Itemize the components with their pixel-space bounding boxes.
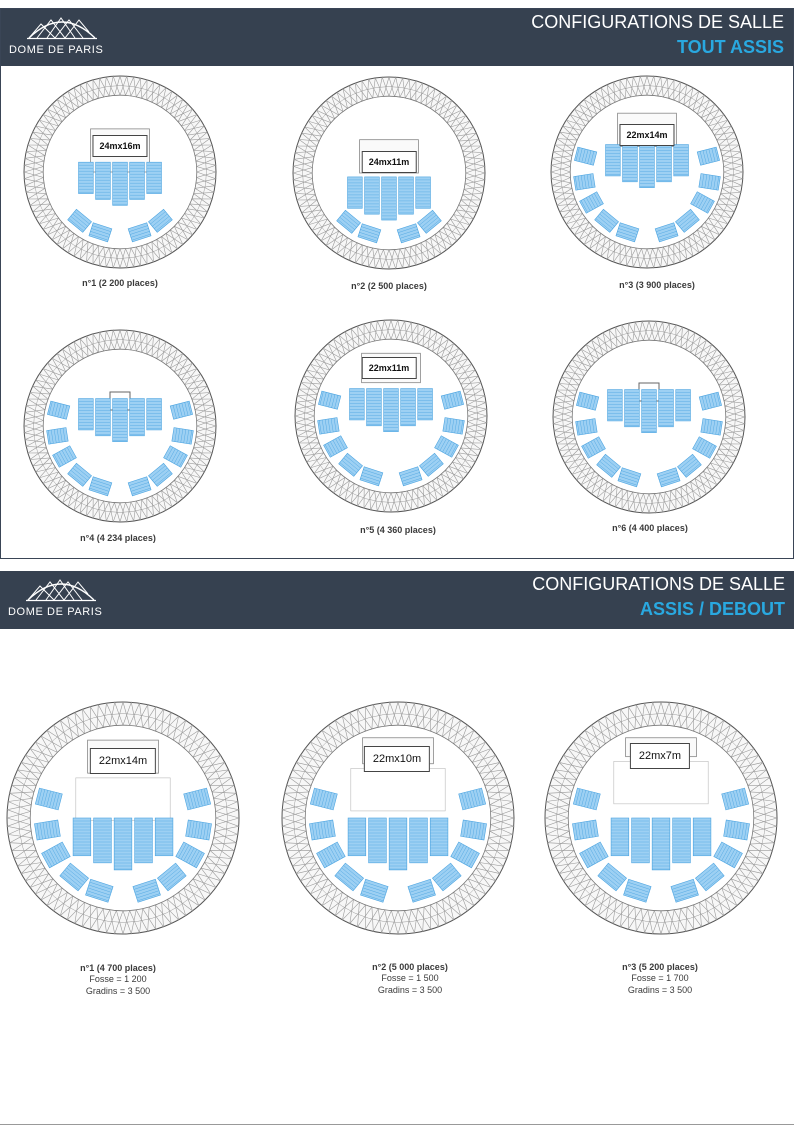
gradins-capacity: Gradins = 3 500 — [377, 985, 443, 995]
dome-plan-drawing — [294, 319, 488, 513]
brand-logo: DOME DE PARIS — [9, 14, 115, 64]
seating-plan — [5, 700, 241, 936]
stage-dimensions: 24mx11m — [361, 151, 417, 173]
plan-caption: n°3 (3 900 places) — [619, 280, 695, 290]
fosse-capacity: Fosse = 1 500 — [381, 973, 439, 983]
dome-plan-drawing — [544, 701, 778, 935]
dome-lattice-icon — [26, 579, 96, 602]
brand-name: DOME DE PARIS — [8, 606, 103, 618]
seating-plan — [291, 75, 487, 271]
gradins-capacity: Gradins = 3 500 — [627, 985, 693, 995]
plan-capacity: n°2 (5 000 places) — [372, 962, 448, 972]
dome-plan-drawing — [550, 75, 744, 269]
stage-dimensions: 22mx14m — [619, 124, 675, 146]
stage-dimensions: 22mx7m — [629, 743, 691, 769]
plan-caption: n°2 (2 500 places) — [351, 281, 427, 291]
seating-plan — [22, 74, 218, 270]
header-tout-assis: DOME DE PARIS CONFIGURATIONS DE SALLE TO… — [1, 9, 793, 66]
plan-caption: n°1 (2 200 places) — [82, 278, 158, 288]
seating-plan — [549, 74, 745, 270]
plan-caption: n°6 (4 400 places) — [612, 523, 688, 533]
plan-capacity: n°3 (5 200 places) — [622, 962, 698, 972]
seating-plan — [543, 700, 779, 936]
dome-plan-drawing — [23, 329, 217, 523]
panel-assis-debout: DOME DE PARIS CONFIGURATIONS DE SALLE AS… — [0, 571, 794, 1124]
stage-dimensions: 22mx14m — [89, 748, 157, 774]
stage-dimensions: 22mx10m — [363, 746, 431, 772]
dome-lattice-icon — [27, 17, 97, 40]
section-title: CONFIGURATIONS DE SALLE — [531, 12, 784, 32]
brand-name: DOME DE PARIS — [9, 44, 104, 56]
fosse-capacity: Fosse = 1 700 — [631, 973, 689, 983]
dome-plan-drawing — [292, 76, 486, 270]
header-assis-debout: DOME DE PARIS CONFIGURATIONS DE SALLE AS… — [0, 571, 794, 629]
dome-plan-drawing — [6, 701, 240, 935]
plan-caption: n°3 (5 200 places) Fosse = 1 700 Gradins… — [622, 962, 698, 996]
seating-plan — [551, 319, 747, 515]
section-subtitle: TOUT ASSIS — [676, 37, 784, 57]
section-title: CONFIGURATIONS DE SALLE — [532, 574, 785, 594]
stage-dimensions: 22mx11m — [361, 357, 417, 379]
dome-plan-drawing — [552, 320, 746, 514]
seating-plan — [293, 318, 489, 514]
section-subtitle: ASSIS / DEBOUT — [639, 599, 785, 619]
seating-plan — [280, 700, 516, 936]
bottom-divider — [0, 1124, 794, 1125]
stage-dimensions: 24mx16m — [92, 135, 148, 157]
brand-logo: DOME DE PARIS — [8, 576, 114, 626]
gradins-capacity: Gradins = 3 500 — [85, 986, 151, 996]
dome-plan-drawing — [23, 75, 217, 269]
plan-caption: n°2 (5 000 places) Fosse = 1 500 Gradins… — [372, 962, 448, 996]
plan-capacity: n°1 (4 700 places) — [80, 963, 156, 973]
fosse-capacity: Fosse = 1 200 — [89, 974, 147, 984]
plan-caption: n°4 (4 234 places) — [80, 533, 156, 543]
panel-tout-assis: DOME DE PARIS CONFIGURATIONS DE SALLE TO… — [0, 8, 794, 559]
plan-caption: n°1 (4 700 places) Fosse = 1 200 Gradins… — [80, 963, 156, 997]
dome-plan-drawing — [281, 701, 515, 935]
plan-caption: n°5 (4 360 places) — [360, 525, 436, 535]
seating-plan — [22, 328, 218, 524]
